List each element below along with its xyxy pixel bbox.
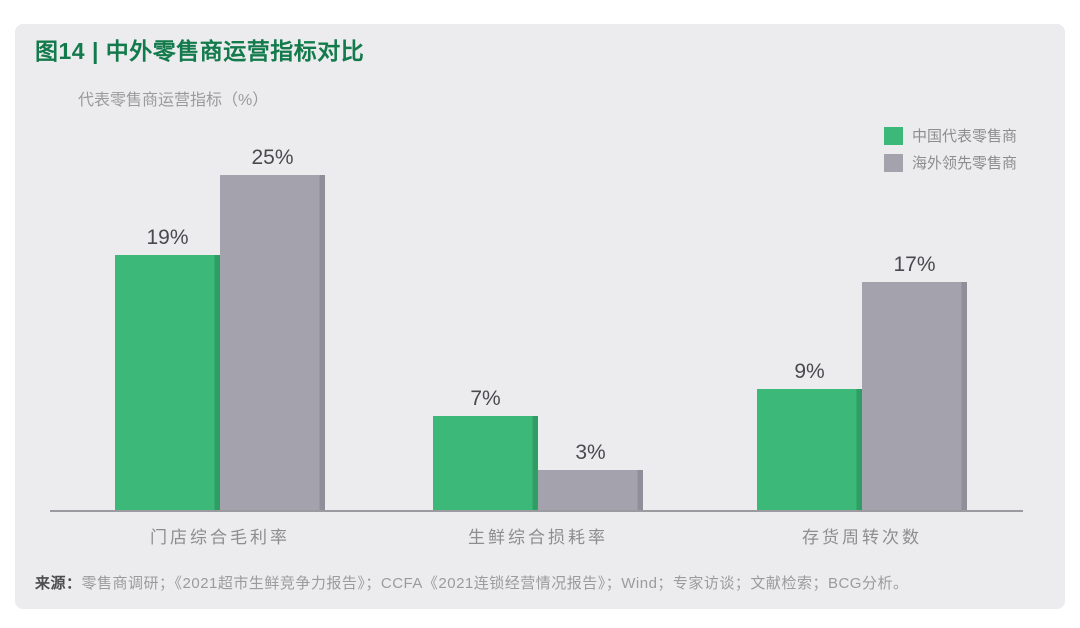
- source-body: 零售商调研；《2021超市生鲜竞争力报告》；CCFA《2021连锁经营情况报告》…: [81, 575, 909, 592]
- bar-china: 7%: [433, 387, 538, 510]
- bar-china: 9%: [757, 360, 862, 510]
- source-text: 来源：零售商调研；《2021超市生鲜竞争力报告》；CCFA《2021连锁经营情况…: [35, 572, 908, 593]
- legend-swatch-green-icon: [883, 126, 903, 145]
- legend-label: 海外领先零售商: [911, 155, 1017, 172]
- value-label: 25%: [251, 146, 294, 169]
- legend-label: 中国代表零售商: [911, 128, 1017, 145]
- y-axis-label: 代表零售商运营指标（%）: [78, 92, 269, 109]
- category-label: 门店综合毛利率: [150, 528, 290, 547]
- value-label: 3%: [575, 441, 606, 464]
- category-label: 存货周转次数: [802, 528, 922, 547]
- value-label: 7%: [470, 387, 501, 410]
- bar-group: 9% 17% 存货周转次数: [757, 150, 967, 547]
- value-label: 9%: [794, 360, 825, 383]
- bar-overseas: 17%: [862, 253, 967, 510]
- source-label: 来源：: [35, 575, 82, 592]
- bar-group: 19% 25% 门店综合毛利率: [115, 146, 325, 547]
- value-label: 19%: [146, 226, 189, 249]
- bar-overseas: 3%: [538, 441, 643, 510]
- legend-item-overseas: 海外领先零售商: [883, 152, 1017, 173]
- value-label: 17%: [893, 253, 936, 276]
- legend: 中国代表零售商 海外领先零售商: [883, 125, 1017, 173]
- bar-group: 7% 3% 生鲜综合损耗率: [433, 150, 643, 547]
- category-label: 生鲜综合损耗率: [468, 528, 608, 547]
- chart-title: 图14 | 中外零售商运营指标对比: [35, 38, 365, 64]
- bar-overseas: 25%: [220, 146, 325, 510]
- figure-card: 图14 | 中外零售商运营指标对比 代表零售商运营指标（%） 中国代表零售商 海…: [15, 24, 1065, 609]
- bar-china: 19%: [115, 226, 220, 510]
- bar-chart-plot-area: 19% 25% 门店综合毛利率 7% 3% 生鲜综合损耗率 9% 17% 存货周转次数: [50, 146, 1023, 547]
- legend-item-china: 中国代表零售商: [883, 125, 1017, 146]
- legend-swatch-gray-icon: [883, 153, 903, 172]
